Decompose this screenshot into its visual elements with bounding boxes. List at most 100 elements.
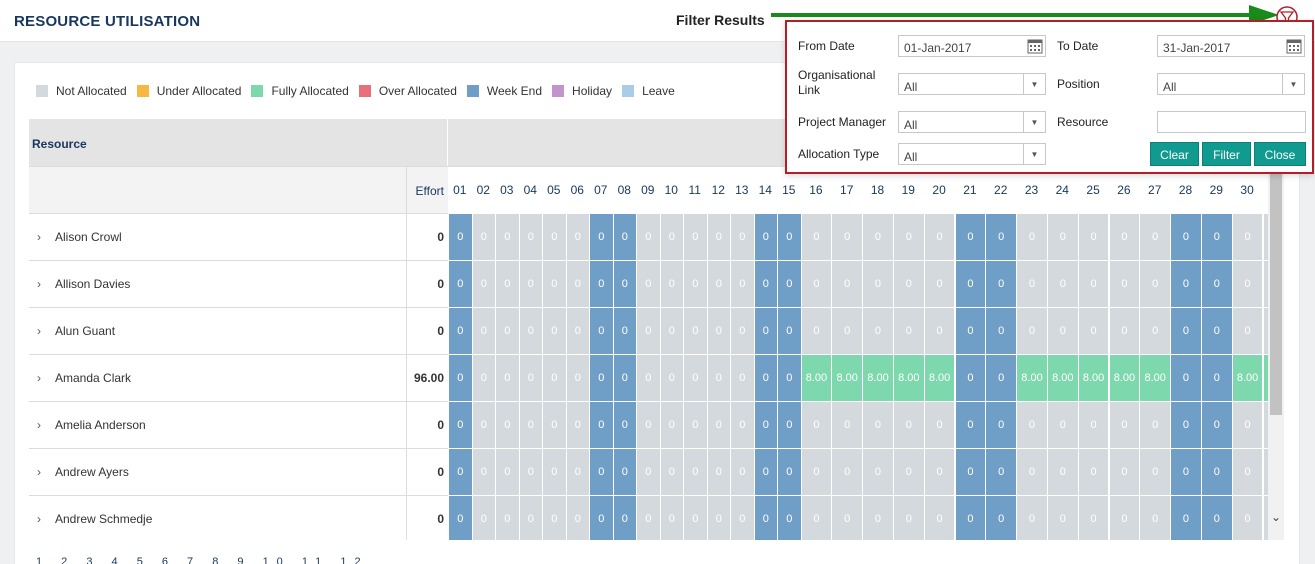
day-cell-not-allocated[interactable]: 0 <box>1262 213 1268 260</box>
day-cell-weekend[interactable]: 0 <box>954 495 986 540</box>
day-cell-not-allocated[interactable]: 0 <box>518 495 542 540</box>
day-cell-not-allocated[interactable]: 0 <box>636 213 660 260</box>
day-cell-weekend[interactable]: 0 <box>612 213 636 260</box>
day-cell-fully-allocated[interactable]: 8.00 <box>1077 354 1109 401</box>
day-cell-not-allocated[interactable]: 0 <box>923 307 955 354</box>
day-cell-weekend[interactable]: 0 <box>589 213 613 260</box>
day-cell-not-allocated[interactable]: 0 <box>1046 260 1078 307</box>
day-cell-not-allocated[interactable]: 0 <box>542 213 566 260</box>
day-cell-weekend[interactable]: 0 <box>777 401 801 448</box>
day-cell-weekend[interactable]: 0 <box>1170 495 1201 540</box>
day-cell-not-allocated[interactable]: 0 <box>1077 260 1109 307</box>
day-cell-weekend[interactable]: 0 <box>777 307 801 354</box>
calendar-icon[interactable] <box>1286 38 1302 54</box>
day-cell-weekend[interactable]: 0 <box>1170 354 1201 401</box>
day-cell-not-allocated[interactable]: 0 <box>471 401 495 448</box>
day-cell-not-allocated[interactable]: 0 <box>831 495 863 540</box>
day-cell-not-allocated[interactable]: 0 <box>471 307 495 354</box>
day-cell-weekend[interactable]: 0 <box>589 354 613 401</box>
day-cell-weekend[interactable]: 0 <box>753 307 777 354</box>
day-cell-not-allocated[interactable]: 0 <box>706 260 730 307</box>
day-cell-not-allocated[interactable]: 0 <box>1231 401 1263 448</box>
day-cell-not-allocated[interactable]: 0 <box>862 260 893 307</box>
scroll-down-icon[interactable]: ⌄ <box>1270 510 1282 524</box>
day-cell-not-allocated[interactable]: 0 <box>659 448 683 495</box>
day-cell-weekend[interactable]: 0 <box>1200 401 1232 448</box>
day-cell-not-allocated[interactable]: 0 <box>518 307 542 354</box>
to-date-input[interactable]: 31-Jan-2017 <box>1157 35 1305 57</box>
calendar-icon[interactable] <box>1027 38 1043 54</box>
day-cell-not-allocated[interactable]: 0 <box>706 448 730 495</box>
day-cell-not-allocated[interactable]: 0 <box>495 307 519 354</box>
day-cell-not-allocated[interactable]: 0 <box>683 213 707 260</box>
day-cell-weekend[interactable]: 0 <box>985 354 1017 401</box>
day-cell-weekend[interactable]: 0 <box>448 260 472 307</box>
day-cell-weekend[interactable]: 0 <box>589 495 613 540</box>
day-cell-not-allocated[interactable]: 0 <box>542 448 566 495</box>
day-cell-weekend[interactable]: 0 <box>589 448 613 495</box>
day-cell-not-allocated[interactable]: 0 <box>683 260 707 307</box>
day-cell-not-allocated[interactable]: 0 <box>636 307 660 354</box>
day-cell-not-allocated[interactable]: 0 <box>542 260 566 307</box>
day-cell-not-allocated[interactable]: 0 <box>1016 448 1047 495</box>
day-cell-not-allocated[interactable]: 0 <box>862 307 893 354</box>
day-cell-not-allocated[interactable]: 0 <box>892 307 924 354</box>
day-cell-not-allocated[interactable]: 0 <box>730 354 754 401</box>
day-cell-not-allocated[interactable]: 0 <box>542 354 566 401</box>
day-cell-not-allocated[interactable]: 0 <box>1262 307 1268 354</box>
day-cell-weekend[interactable]: 0 <box>448 307 472 354</box>
day-cell-weekend[interactable]: 0 <box>1170 448 1201 495</box>
day-cell-not-allocated[interactable]: 0 <box>800 260 832 307</box>
day-cell-not-allocated[interactable]: 0 <box>706 401 730 448</box>
day-cell-weekend[interactable]: 0 <box>1200 260 1232 307</box>
day-cell-not-allocated[interactable]: 0 <box>1077 307 1109 354</box>
day-cell-weekend[interactable]: 0 <box>753 448 777 495</box>
day-cell-weekend[interactable]: 0 <box>589 307 613 354</box>
day-cell-not-allocated[interactable]: 0 <box>495 213 519 260</box>
day-cell-not-allocated[interactable]: 0 <box>923 401 955 448</box>
day-cell-not-allocated[interactable]: 0 <box>862 213 893 260</box>
day-cell-not-allocated[interactable]: 0 <box>518 354 542 401</box>
day-cell-not-allocated[interactable]: 0 <box>471 354 495 401</box>
day-cell-not-allocated[interactable]: 0 <box>518 401 542 448</box>
day-cell-not-allocated[interactable]: 0 <box>831 260 863 307</box>
day-cell-weekend[interactable]: 0 <box>448 495 472 540</box>
day-cell-not-allocated[interactable]: 0 <box>1139 401 1171 448</box>
day-cell-not-allocated[interactable]: 0 <box>542 307 566 354</box>
day-cell-not-allocated[interactable]: 0 <box>518 260 542 307</box>
day-cell-not-allocated[interactable]: 0 <box>565 213 589 260</box>
day-cell-fully-allocated[interactable]: 8.00 <box>1108 354 1140 401</box>
chevron-down-icon[interactable]: ▼ <box>1023 74 1045 94</box>
chevron-right-icon[interactable]: › <box>37 512 41 526</box>
day-cell-not-allocated[interactable]: 0 <box>1046 213 1078 260</box>
day-cell-not-allocated[interactable]: 0 <box>1046 495 1078 540</box>
day-cell-not-allocated[interactable]: 0 <box>862 401 893 448</box>
day-cell-not-allocated[interactable]: 0 <box>923 213 955 260</box>
day-cell-not-allocated[interactable]: 0 <box>1139 307 1171 354</box>
day-cell-weekend[interactable]: 0 <box>1200 307 1232 354</box>
day-cell-not-allocated[interactable]: 0 <box>1231 448 1263 495</box>
chevron-right-icon[interactable]: › <box>37 465 41 479</box>
day-cell-weekend[interactable]: 0 <box>753 260 777 307</box>
day-cell-not-allocated[interactable]: 0 <box>542 401 566 448</box>
day-cell-not-allocated[interactable]: 0 <box>683 307 707 354</box>
day-cell-weekend[interactable]: 0 <box>612 401 636 448</box>
day-cell-weekend[interactable]: 0 <box>954 260 986 307</box>
day-cell-weekend[interactable]: 0 <box>612 448 636 495</box>
day-cell-not-allocated[interactable]: 0 <box>1108 260 1140 307</box>
day-cell-not-allocated[interactable]: 0 <box>1231 260 1263 307</box>
day-cell-weekend[interactable]: 0 <box>612 495 636 540</box>
chevron-right-icon[interactable]: › <box>37 418 41 432</box>
day-cell-weekend[interactable]: 0 <box>954 307 986 354</box>
position-select[interactable]: All ▼ <box>1157 73 1305 95</box>
day-cell-weekend[interactable]: 0 <box>777 213 801 260</box>
day-cell-not-allocated[interactable]: 0 <box>800 495 832 540</box>
day-cell-not-allocated[interactable]: 0 <box>495 354 519 401</box>
day-cell-weekend[interactable]: 0 <box>954 448 986 495</box>
resource-name-cell[interactable]: › Andrew Ayers <box>29 448 407 495</box>
day-cell-not-allocated[interactable]: 0 <box>923 448 955 495</box>
day-cell-not-allocated[interactable]: 0 <box>565 354 589 401</box>
day-cell-weekend[interactable]: 0 <box>448 354 472 401</box>
day-cell-not-allocated[interactable]: 0 <box>636 260 660 307</box>
day-cell-not-allocated[interactable]: 0 <box>1108 401 1140 448</box>
